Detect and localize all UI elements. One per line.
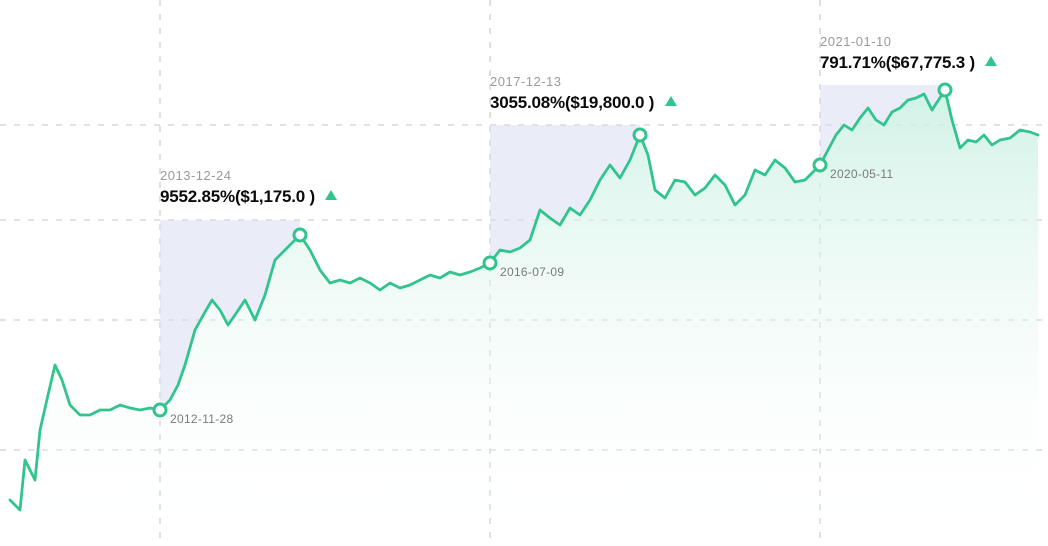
price-chart: 2013-12-24 9552.85%($1,175.0 ) 2017-12-1… [0,0,1048,546]
marker-date-2: 2016-07-09 [500,265,564,279]
marker-date-3: 2020-05-11 [830,167,894,181]
marker-date-1: 2012-11-28 [170,412,234,426]
